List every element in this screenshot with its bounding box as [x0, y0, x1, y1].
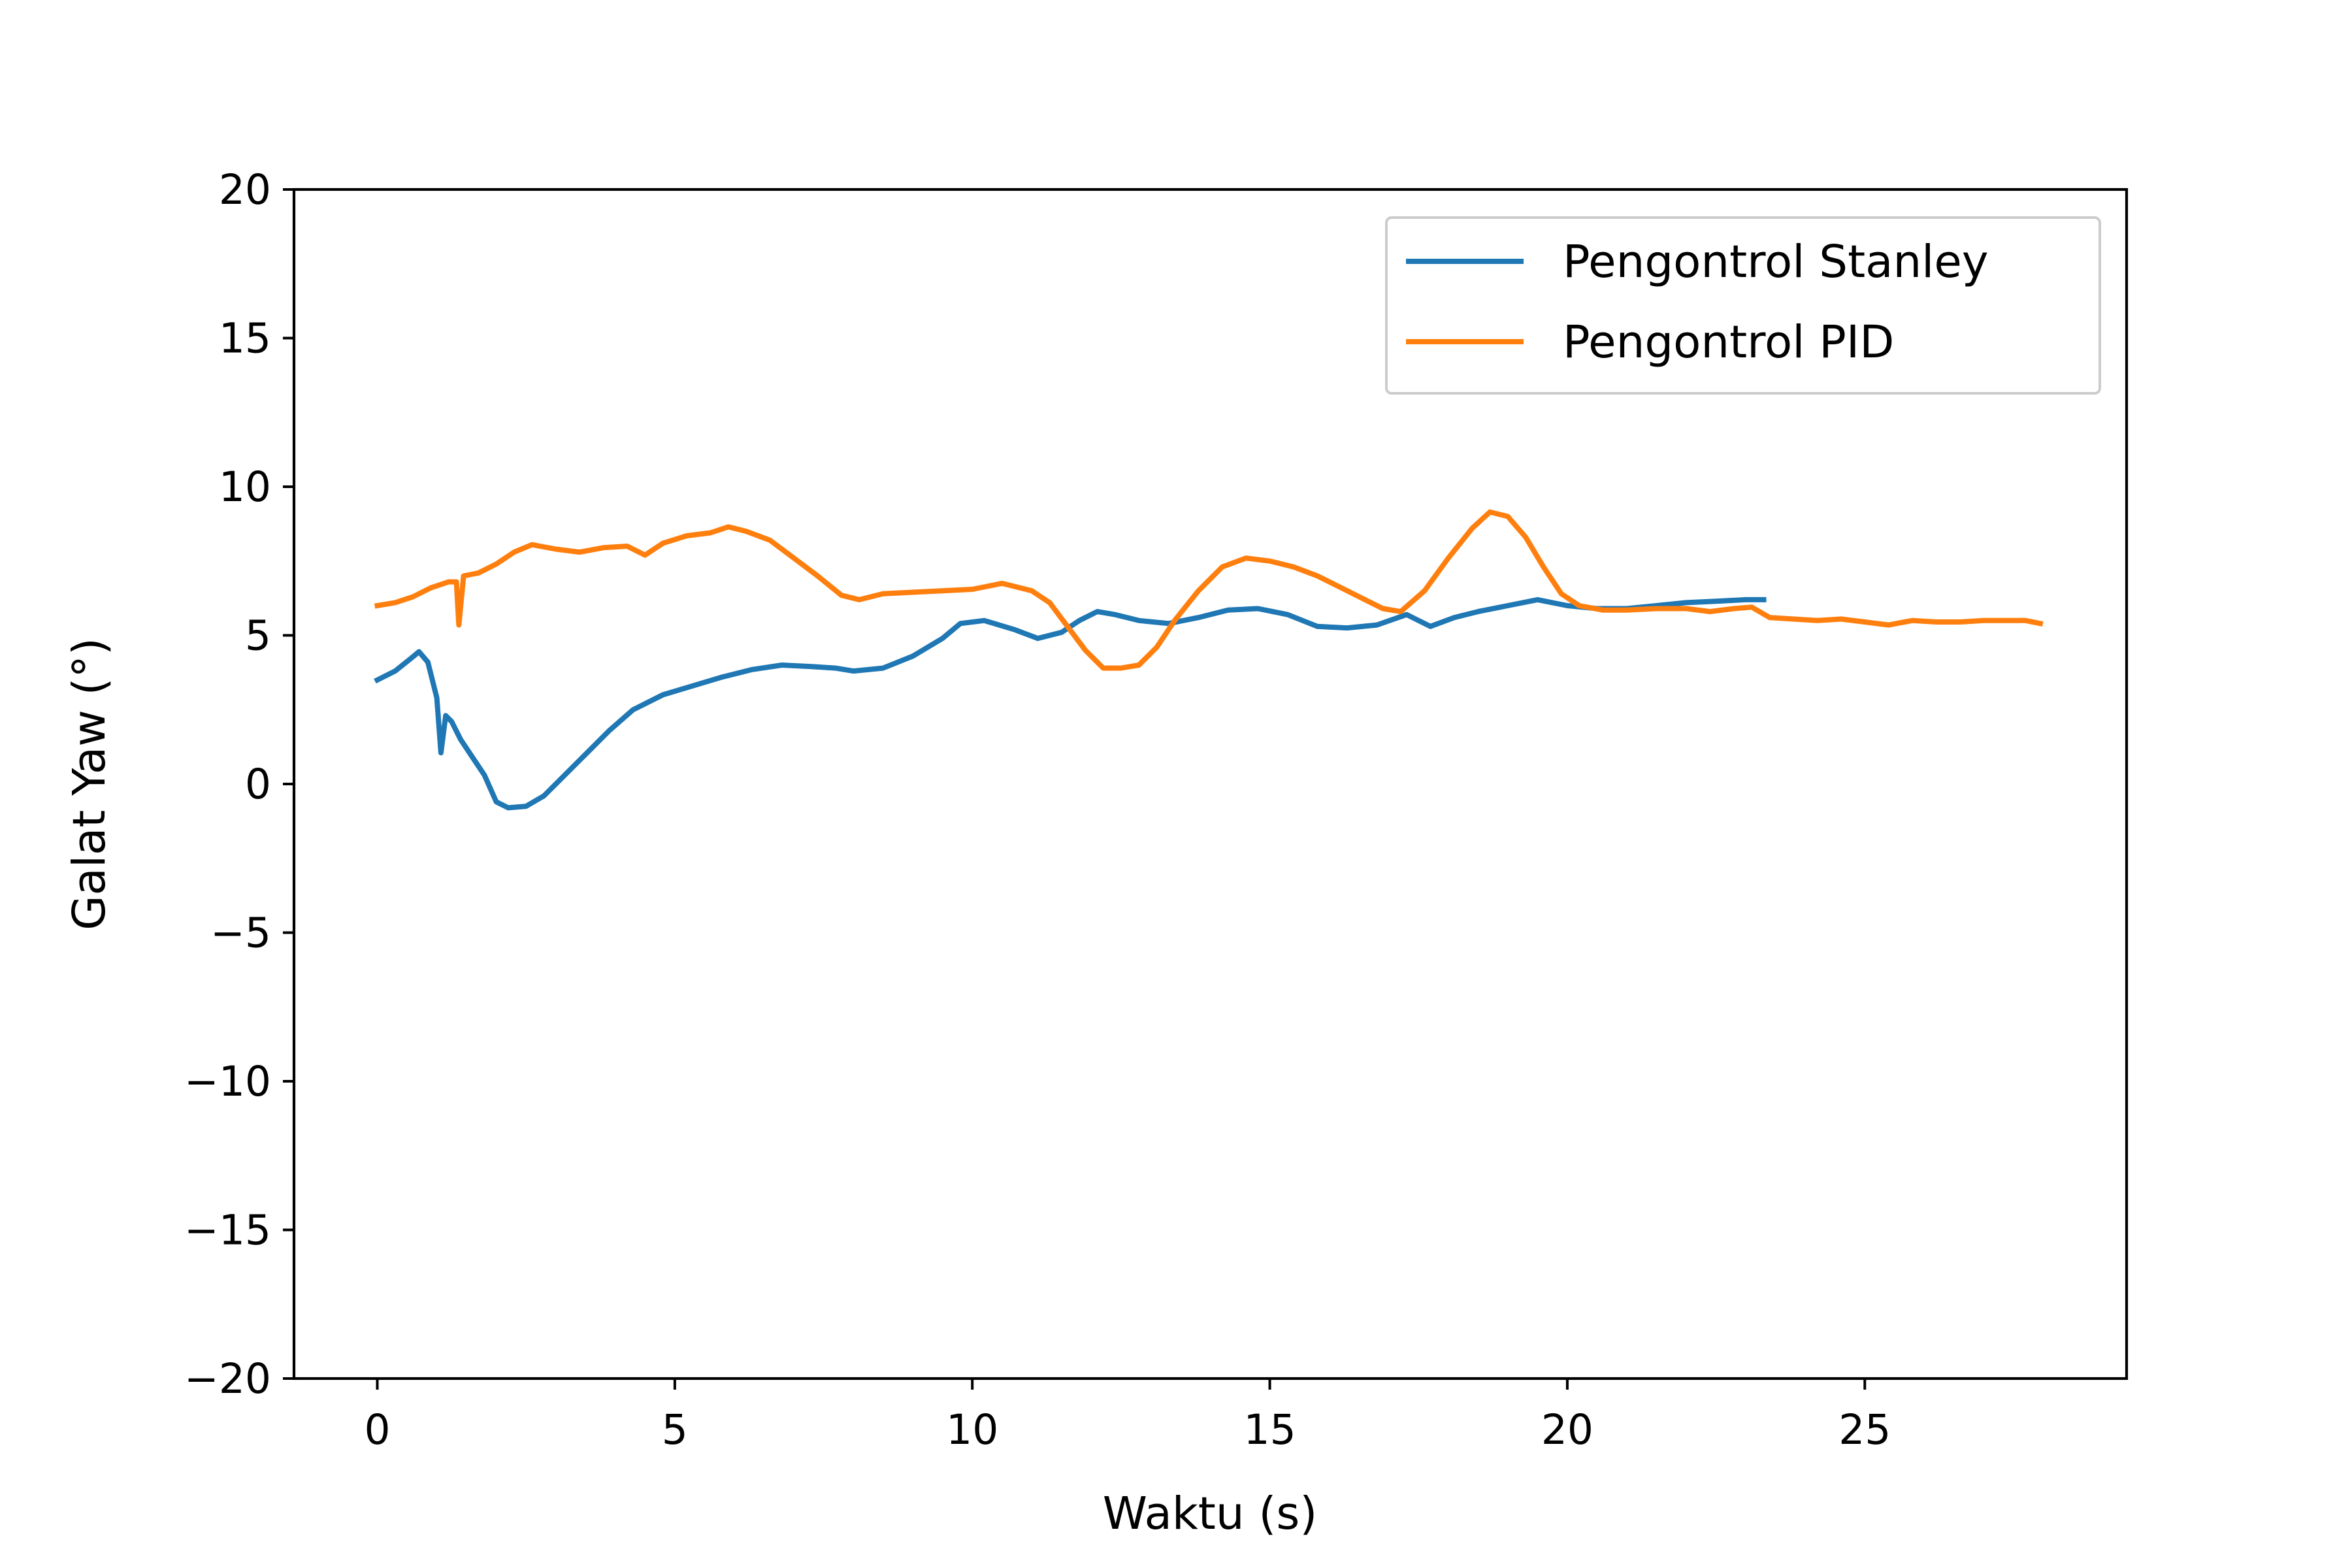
x-tick-label: 5: [662, 1406, 688, 1454]
y-tick-label: −5: [210, 909, 271, 957]
legend-label-pid: Pengontrol PID: [1563, 316, 1894, 368]
y-tick-label: 5: [245, 612, 271, 660]
x-tick-label: 0: [364, 1406, 390, 1454]
y-axis-ticks: −20 −15 −10 −5 0 5 10 15 20: [184, 166, 294, 1403]
y-tick-label: 0: [245, 760, 271, 808]
x-axis-ticks: 0 5 10 15 20 25: [364, 1379, 1891, 1454]
y-tick-label: 10: [219, 463, 271, 511]
plot-frame: [292, 188, 2129, 1380]
series-line-stanley: [374, 596, 1767, 811]
legend-label-stanley: Pengontrol Stanley: [1563, 236, 1989, 288]
x-axis-label: Waktu (s): [1103, 1488, 1318, 1540]
x-tick-label: 10: [946, 1406, 998, 1454]
y-tick-label: 15: [219, 315, 271, 363]
y-tick-label: −10: [184, 1058, 271, 1105]
plot-lines: [374, 509, 2044, 811]
x-tick-label: 15: [1243, 1406, 1296, 1454]
y-axis-label: Galat Yaw (°): [63, 638, 116, 930]
y-tick-label: 20: [219, 166, 271, 214]
legend-box: [1385, 216, 2101, 395]
x-tick-label: 25: [1838, 1406, 1891, 1454]
y-tick-label: −15: [184, 1207, 271, 1254]
x-tick-label: 20: [1541, 1406, 1593, 1454]
y-tick-label: −20: [184, 1355, 271, 1403]
legend: Pengontrol Stanley Pengontrol PID: [1385, 216, 2101, 395]
series-line-pid: [374, 509, 2044, 671]
